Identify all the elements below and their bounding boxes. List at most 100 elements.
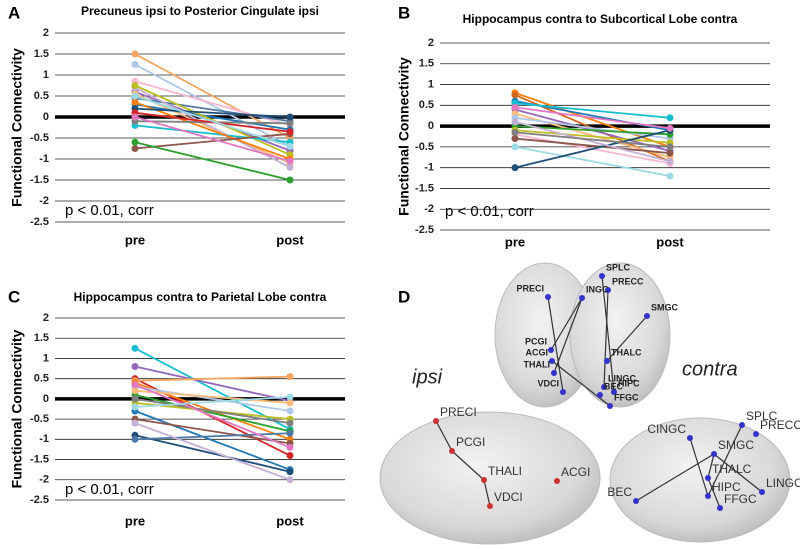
node-dot: [601, 384, 607, 390]
data-point: [131, 387, 139, 395]
y-tick-label: -2.5: [30, 494, 49, 506]
node-dot: [549, 358, 555, 364]
series-line: [134, 103, 291, 131]
data-point: [131, 138, 139, 146]
series-line: [134, 93, 291, 165]
data-point: [131, 419, 139, 427]
y-tick-label: 1.5: [419, 58, 434, 70]
y-axis-label: Functional Connectivity: [9, 329, 25, 488]
data-point: [511, 164, 519, 172]
node-dot: [739, 422, 745, 428]
connection: [689, 437, 709, 497]
data-point: [666, 114, 674, 122]
connection: [707, 477, 721, 509]
node-dot: [597, 392, 603, 398]
node-label: BEC: [607, 485, 632, 499]
node-dot: [433, 418, 439, 424]
series-line: [134, 418, 291, 445]
y-tick-label: 0.5: [34, 373, 49, 385]
y-tick-label: -1.5: [415, 182, 434, 194]
data-point: [286, 468, 294, 476]
node-dot: [711, 451, 717, 457]
node-label: THALI: [524, 359, 551, 369]
annotation: p < 0.01, corr: [445, 203, 534, 220]
x-tick-label: post: [656, 234, 684, 249]
series-line: [134, 365, 291, 402]
data-point: [286, 399, 294, 407]
series-line: [514, 92, 671, 148]
node-label: SPLC: [606, 262, 631, 272]
data-point: [511, 135, 519, 143]
y-tick-label: 0: [428, 120, 434, 132]
chart-title: Hippocampus contra to Subcortical Lobe c…: [463, 12, 738, 26]
data-point: [131, 98, 139, 106]
data-point: [666, 157, 674, 165]
node-label: BEC: [604, 381, 624, 391]
connection: [553, 297, 583, 374]
data-point: [286, 429, 294, 437]
connection: [707, 424, 743, 497]
series-line: [134, 116, 291, 162]
data-point: [286, 142, 294, 150]
node-label: ACGI: [561, 465, 590, 479]
y-tick-label: -0.5: [415, 141, 434, 153]
node-label: THALC: [712, 462, 752, 476]
node-dot: [753, 431, 759, 437]
node-label: CINGC: [647, 422, 686, 436]
node-label: FFGC: [614, 392, 639, 402]
node-dot: [607, 403, 613, 409]
data-point: [511, 143, 519, 151]
data-point: [131, 435, 139, 443]
series-line: [134, 434, 291, 473]
y-tick-label: -1.5: [30, 453, 49, 465]
series-line: [134, 101, 291, 160]
data-point: [286, 407, 294, 415]
data-point: [286, 419, 294, 427]
data-point: [286, 393, 294, 401]
node-label: LINGC: [608, 373, 636, 383]
y-tick-label: 1: [43, 69, 49, 81]
data-point: [131, 50, 139, 58]
node-label: HIPC: [712, 480, 741, 494]
y-tick-label: -0.5: [30, 413, 49, 425]
y-tick-label: -2.5: [30, 216, 49, 228]
node-label: SMGC: [718, 438, 754, 452]
series-line: [134, 53, 291, 139]
node-label: HIPC: [618, 378, 640, 388]
node-dot: [611, 389, 617, 395]
y-tick-label: 2: [428, 37, 434, 49]
y-tick-label: 1.5: [34, 332, 49, 344]
node-label: VDCI: [537, 378, 559, 388]
series-line: [134, 395, 291, 408]
brain-shapes: [379, 262, 791, 545]
y-tick-label: 2: [43, 27, 49, 39]
panel-label: D: [398, 287, 410, 306]
series-line: [134, 432, 291, 441]
annotation: p < 0.01, corr: [65, 481, 154, 498]
y-tick-label: -2: [424, 203, 434, 215]
series-line: [134, 393, 291, 433]
data-point: [131, 61, 139, 68]
data-point: [286, 176, 294, 184]
chart-title: Hippocampus contra to Parietal Lobe cont…: [74, 290, 327, 304]
node-dot: [705, 475, 711, 481]
series-line: [134, 84, 291, 156]
x-tick-label: pre: [125, 232, 145, 247]
y-tick-label: -1: [39, 153, 49, 165]
data-point: [131, 395, 139, 403]
y-tick-label: 0: [43, 111, 49, 123]
data-point: [286, 373, 294, 381]
data-point: [286, 163, 294, 171]
panel-label: C: [8, 287, 20, 306]
node-dot: [551, 370, 557, 376]
y-tick-label: 2: [43, 312, 49, 324]
node-dot: [560, 389, 566, 395]
node-dot: [717, 505, 723, 511]
series-line: [514, 125, 671, 136]
node-label: INGC: [586, 284, 609, 294]
connection: [606, 315, 648, 362]
data-point: [131, 145, 139, 152]
series-line: [134, 95, 291, 148]
series-line: [134, 375, 291, 382]
